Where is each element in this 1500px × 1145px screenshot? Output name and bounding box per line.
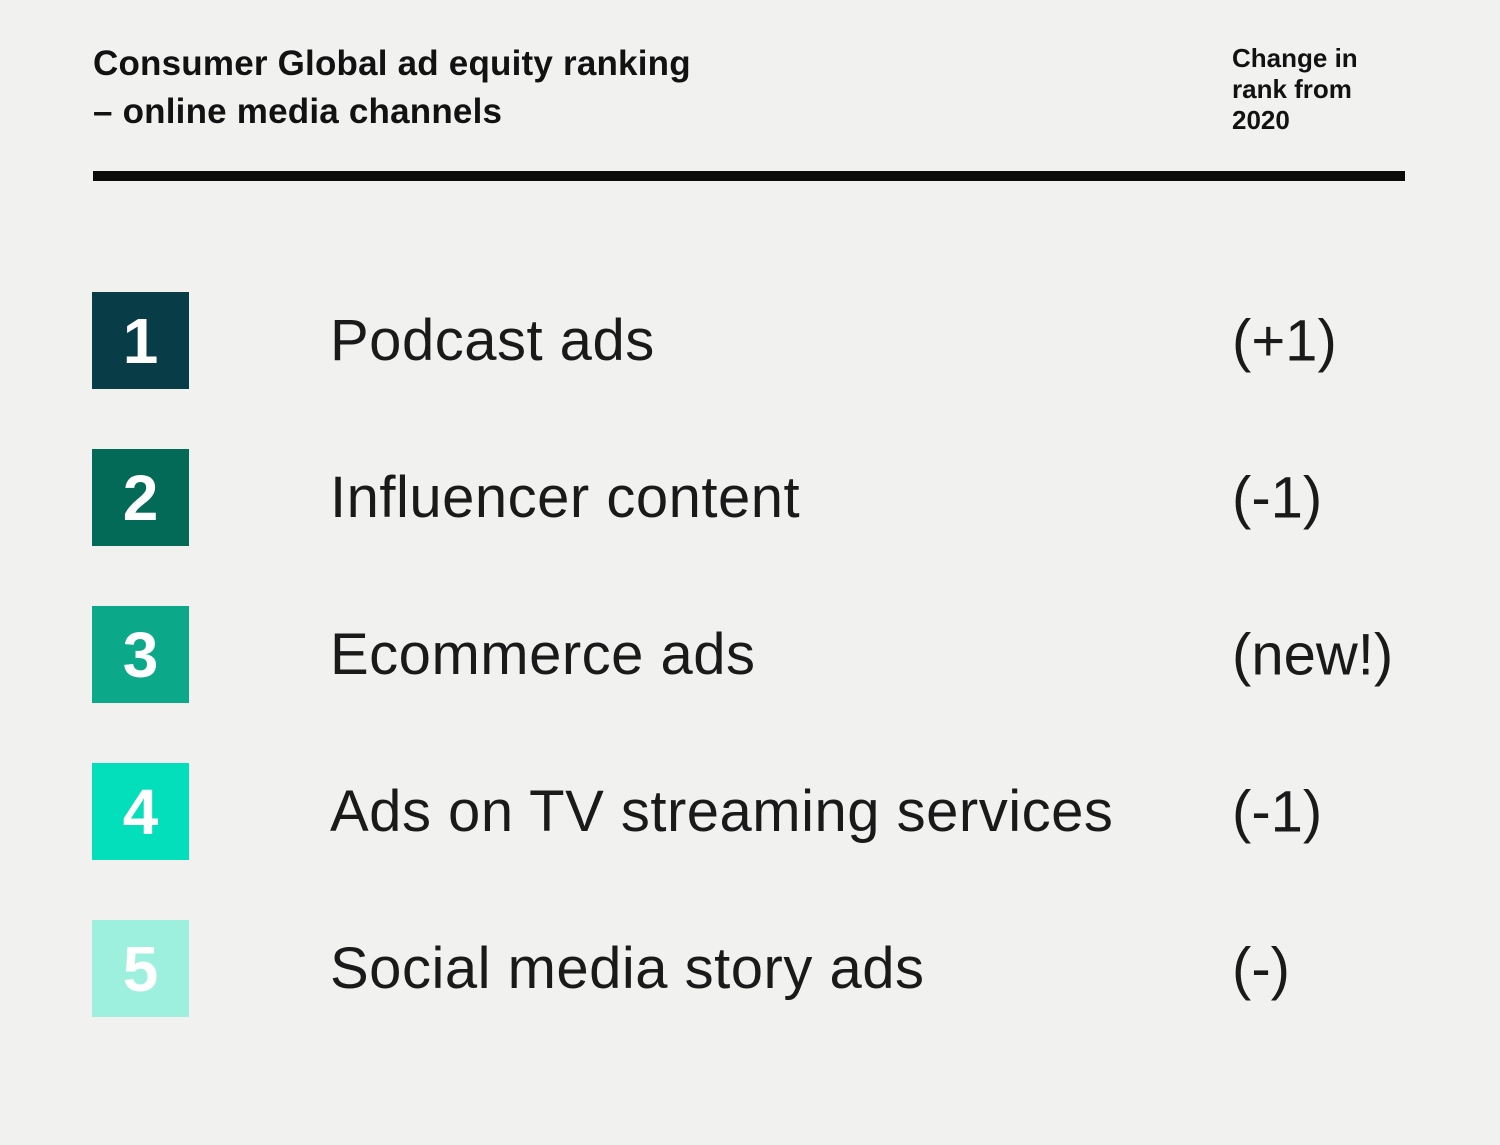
rank-badge-4: 4: [92, 763, 189, 860]
ranking-row-5: 5 Social media story ads (-): [92, 920, 1408, 1017]
channel-label: Social media story ads: [330, 936, 925, 1001]
rank-badge-3: 3: [92, 606, 189, 703]
rank-badge-5: 5: [92, 920, 189, 1017]
channel-label: Influencer content: [330, 465, 801, 530]
rank-change-value: (-1): [1232, 779, 1323, 844]
channel-label: Ecommerce ads: [330, 622, 756, 687]
rank-badge-1: 1: [92, 292, 189, 389]
change-column-header: Change in rank from 2020: [1232, 43, 1358, 135]
ranking-row-4: 4 Ads on TV streaming services (-1): [92, 763, 1408, 860]
page-title: Consumer Global ad equity ranking – onli…: [93, 44, 691, 131]
channel-label: Podcast ads: [330, 308, 655, 373]
ranking-row-3: 3 Ecommerce ads (new!): [92, 606, 1408, 703]
ranking-row-2: 2 Influencer content (-1): [92, 449, 1408, 546]
rank-number: 3: [122, 618, 159, 691]
ranking-row-1: 1 Podcast ads (+1): [92, 292, 1408, 389]
rank-change-value: (+1): [1232, 308, 1337, 373]
rank-change-value: (-): [1232, 936, 1290, 1001]
rank-change-value: (-1): [1232, 465, 1323, 530]
channel-label: Ads on TV streaming services: [330, 779, 1114, 844]
ranking-list: 1 Podcast ads (+1) 2 Influencer content …: [92, 292, 1408, 1077]
rank-number: 4: [122, 775, 159, 848]
rank-number: 5: [122, 932, 159, 1005]
rank-number: 1: [122, 304, 159, 377]
rank-badge-2: 2: [92, 449, 189, 546]
rank-number: 2: [122, 461, 159, 534]
header-divider-rule: [93, 171, 1405, 181]
rank-change-value: (new!): [1232, 622, 1394, 687]
